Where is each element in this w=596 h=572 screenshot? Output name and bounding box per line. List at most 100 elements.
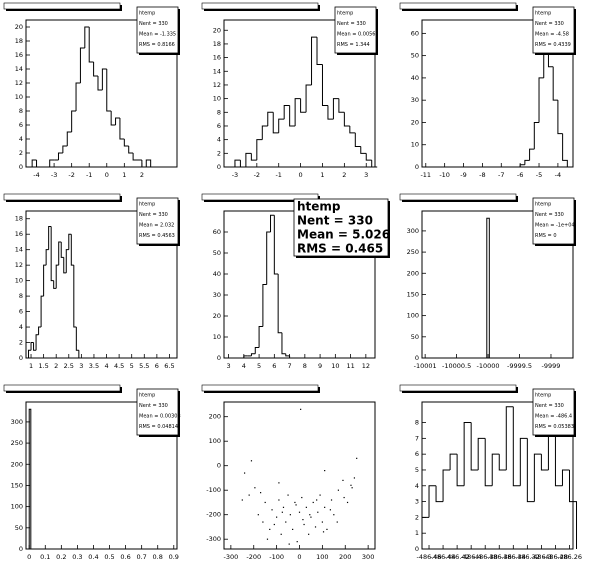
scatter-point xyxy=(342,479,344,481)
histogram-bin xyxy=(75,82,81,111)
scatter-point xyxy=(248,494,250,496)
y-tick-label: 18 xyxy=(15,37,23,45)
histogram-bin xyxy=(272,112,279,134)
stats-line: Mean = 2.032 xyxy=(139,222,174,228)
y-tick-label: 14 xyxy=(213,67,221,75)
stats-line: RMS = 0.465 xyxy=(297,242,383,256)
stats-line: Mean = -1.335 xyxy=(139,31,176,37)
histogram-bin xyxy=(294,98,301,126)
x-tick-label: 10 xyxy=(331,362,339,370)
x-tick-label: 0.8 xyxy=(153,553,163,561)
histogram-bin xyxy=(300,98,307,113)
scatter-point xyxy=(269,528,271,530)
scatter-point xyxy=(294,501,296,504)
histogram-bin xyxy=(289,355,294,359)
x-tick-label: -486.3 xyxy=(531,553,552,561)
histogram-bin xyxy=(38,326,42,335)
y-tick-label: 300 xyxy=(11,418,23,426)
y-tick-label: 12 xyxy=(15,261,23,269)
scatter-point xyxy=(321,521,323,523)
y-tick-label: 20 xyxy=(213,312,221,320)
histogram-bin xyxy=(101,68,107,90)
scatter-point xyxy=(280,533,282,535)
x-tick-label: 0.4 xyxy=(88,553,98,561)
frame xyxy=(223,19,376,168)
x-tick-label: -486.42 xyxy=(445,553,470,561)
histogram-bin xyxy=(281,332,286,355)
y-tick-label: 10 xyxy=(411,141,419,149)
y-tick-label: 40 xyxy=(411,74,419,82)
scatter-point xyxy=(300,408,302,410)
x-tick-label: 0.6 xyxy=(120,553,130,561)
scatter-point xyxy=(305,506,307,508)
histogram-bin xyxy=(277,274,282,334)
histogram-bin xyxy=(119,118,125,140)
histogram-bin xyxy=(484,438,493,487)
scatter-point xyxy=(314,526,317,528)
x-tick-label: -486.26 xyxy=(557,553,582,561)
histogram-bin xyxy=(132,153,138,161)
scatter-point xyxy=(308,533,310,535)
title-box xyxy=(399,384,517,392)
y-tick-label: 6 xyxy=(217,122,221,130)
scatter-point xyxy=(282,506,285,508)
y-tick-label: 1 xyxy=(415,529,419,537)
histogram-bin xyxy=(552,66,558,101)
x-tick-label: -6 xyxy=(517,171,523,179)
y-tick-label: 8 xyxy=(415,419,419,427)
scatter-point xyxy=(271,509,273,511)
stats-line: Mean = 0.0056 xyxy=(337,31,376,37)
histogram-bin xyxy=(349,125,356,134)
y-tick-label: 100 xyxy=(11,503,23,511)
stats-line: htemp xyxy=(297,200,341,214)
x-tick-label: 0 xyxy=(105,171,109,179)
stats-line: htemp xyxy=(139,10,155,16)
y-tick-label: 8 xyxy=(217,108,221,116)
x-tick-label: 0.2 xyxy=(56,553,66,561)
histogram-bin xyxy=(78,350,82,359)
x-tick-label: 6 xyxy=(155,362,159,370)
x-tick-label: 4 xyxy=(242,362,246,370)
y-tick-label: 60 xyxy=(411,29,419,37)
y-tick-label: 250 xyxy=(407,248,419,256)
x-tick-label: -486.4 xyxy=(461,553,482,561)
scatter-point xyxy=(310,516,312,518)
histogram-bin xyxy=(371,160,378,168)
histogram-bin xyxy=(449,453,458,470)
histogram-bin xyxy=(519,164,525,167)
stats-line: Mean = -486.4 xyxy=(535,413,572,419)
y-tick-label: 18 xyxy=(15,215,23,223)
histogram-bin xyxy=(36,160,41,168)
scatter-point xyxy=(330,499,333,501)
stats-line: Nent = 330 xyxy=(139,21,168,27)
histogram-bin xyxy=(491,453,500,486)
y-tick-label: 200 xyxy=(407,269,419,277)
histogram-bin xyxy=(533,121,540,150)
histogram-bin xyxy=(463,422,472,486)
y-tick-label: 50 xyxy=(411,52,419,60)
x-tick-label: -486.46 xyxy=(416,553,441,561)
histogram-bin xyxy=(524,159,530,165)
histogram-bin xyxy=(71,110,77,132)
y-tick-label: 250 xyxy=(11,439,23,447)
x-tick-label: -300 xyxy=(223,553,238,561)
histogram-bin xyxy=(486,217,490,358)
scatter-point xyxy=(281,511,283,513)
y-tick-label: 4 xyxy=(19,323,23,331)
y-tick-label: 0 xyxy=(415,545,419,553)
y-tick-label: 20 xyxy=(213,26,221,34)
histogram-bin xyxy=(70,234,74,266)
x-tick-label: -9 xyxy=(460,171,466,179)
histogram-bin xyxy=(57,152,63,160)
x-tick-label: 3 xyxy=(364,171,368,179)
x-tick-label: 1 xyxy=(29,362,33,370)
x-tick-label: 6.5 xyxy=(164,362,174,370)
x-tick-label: -10000 xyxy=(477,362,500,370)
histogram-bin xyxy=(285,353,290,357)
y-tick-label: 4 xyxy=(415,482,419,490)
y-tick-label: 14 xyxy=(15,65,23,73)
y-tick-label: 200 xyxy=(11,460,23,468)
y-tick-label: 150 xyxy=(11,481,23,489)
histogram-bin xyxy=(35,334,39,351)
y-tick-label: 30 xyxy=(213,291,221,299)
